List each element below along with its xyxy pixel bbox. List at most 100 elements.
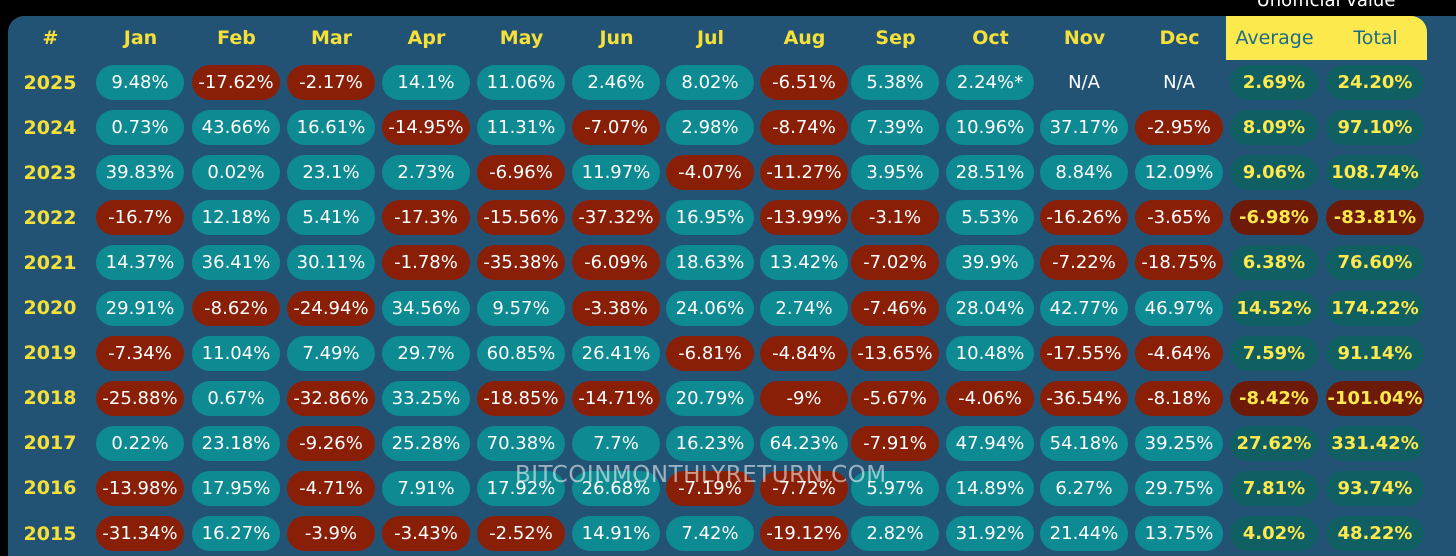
monthly-return-cell: -24.94% [287, 290, 375, 326]
monthly-return-cell: -2.95% [1135, 110, 1223, 146]
monthly-return-cell: 5.97% [851, 470, 939, 506]
average-cell: 7.81% [1230, 470, 1318, 506]
monthly-return-cell: 39.83% [96, 155, 184, 191]
column-header-feb: Feb [217, 27, 256, 49]
total-cell: 93.74% [1326, 470, 1424, 506]
monthly-return-cell: -13.65% [851, 335, 939, 371]
monthly-return-cell: -14.71% [572, 380, 660, 416]
monthly-return-cell: -8.74% [760, 110, 848, 146]
year-label: 2023 [23, 161, 77, 184]
monthly-return-cell: 46.97% [1135, 290, 1223, 326]
year-label: 2015 [23, 522, 77, 545]
monthly-return-cell: -7.46% [851, 290, 939, 326]
monthly-return-cell: -5.67% [851, 380, 939, 416]
monthly-return-cell: 2.46% [572, 65, 660, 100]
average-cell: 2.69% [1230, 65, 1318, 100]
total-cell: 48.22% [1326, 516, 1424, 551]
average-cell: 27.62% [1230, 425, 1318, 461]
year-label: 2025 [23, 71, 77, 94]
average-cell: 4.02% [1230, 516, 1318, 551]
column-header-dec: Dec [1159, 27, 1200, 49]
monthly-return-cell: 24.06% [666, 290, 754, 326]
monthly-return-cell: 2.74% [760, 290, 848, 326]
monthly-return-cell: 11.31% [477, 110, 565, 146]
monthly-return-cell: -13.99% [760, 200, 848, 236]
monthly-return-cell: 70.38% [477, 425, 565, 461]
monthly-return-cell: 8.84% [1040, 155, 1128, 191]
monthly-return-cell: 0.02% [192, 155, 280, 191]
column-header-average: Average [1235, 27, 1314, 49]
monthly-return-cell: -3.65% [1135, 200, 1223, 236]
column-header-apr: Apr [407, 27, 446, 49]
monthly-return-cell: -1.78% [382, 245, 470, 281]
monthly-return-cell: 17.92% [477, 470, 565, 506]
monthly-return-cell: 31.92% [946, 516, 1034, 551]
column-header-oct: Oct [972, 27, 1009, 49]
monthly-return-cell: 28.04% [946, 290, 1034, 326]
column-header-jan: Jan [123, 27, 158, 49]
year-label: 2024 [23, 116, 77, 139]
year-label: 2018 [23, 387, 77, 410]
monthly-return-cell: 42.77% [1040, 290, 1128, 326]
monthly-return-cell: 2.73% [382, 155, 470, 191]
monthly-return-cell: -17.62% [192, 65, 280, 100]
monthly-return-cell: -7.91% [851, 425, 939, 461]
monthly-return-cell: 28.51% [946, 155, 1034, 191]
average-cell: -8.42% [1230, 380, 1318, 416]
monthly-return-cell: 16.23% [666, 425, 754, 461]
total-cell: -83.81% [1326, 200, 1424, 236]
total-cell: 331.42% [1326, 425, 1424, 461]
year-label: 2019 [23, 342, 77, 365]
monthly-return-cell: 34.56% [382, 290, 470, 326]
monthly-return-cell: 29.7% [382, 335, 470, 371]
monthly-return-cell: -17.55% [1040, 335, 1128, 371]
monthly-return-cell: -17.3% [382, 200, 470, 236]
monthly-return-cell: 18.63% [666, 245, 754, 281]
total-cell: 174.22% [1326, 290, 1424, 326]
monthly-return-cell: 7.49% [287, 335, 375, 371]
average-cell: -6.98% [1230, 200, 1318, 236]
monthly-return-cell: 7.7% [572, 425, 660, 461]
monthly-return-cell: 2.82% [851, 516, 939, 551]
monthly-return-cell: -2.17% [287, 65, 375, 100]
monthly-return-cell: 9.57% [477, 290, 565, 326]
column-header-aug: Aug [783, 27, 826, 49]
monthly-return-cell: -13.98% [96, 470, 184, 506]
column-header-jul: Jul [696, 27, 725, 49]
monthly-return-cell: -3.43% [382, 516, 470, 551]
monthly-return-cell: 13.75% [1135, 516, 1223, 551]
monthly-return-cell: 39.9% [946, 245, 1034, 281]
column-header-nov: Nov [1063, 27, 1106, 49]
monthly-return-cell: -25.88% [96, 380, 184, 416]
monthly-return-cell: -6.51% [760, 65, 848, 100]
monthly-return-cell: -18.85% [477, 380, 565, 416]
monthly-return-cell: -4.06% [946, 380, 1034, 416]
monthly-return-cell: -35.38% [477, 245, 565, 281]
monthly-return-cell: 29.91% [96, 290, 184, 326]
monthly-return-cell: 12.09% [1135, 155, 1223, 191]
monthly-return-cell: -19.12% [760, 516, 848, 551]
monthly-return-cell: 11.97% [572, 155, 660, 191]
monthly-return-cell: -8.62% [192, 290, 280, 326]
monthly-return-cell: -37.32% [572, 200, 660, 236]
monthly-return-cell: 11.04% [192, 335, 280, 371]
not-available-cell: N/A [1163, 72, 1195, 93]
monthly-return-cell: -31.34% [96, 516, 184, 551]
monthly-return-cell: 7.42% [666, 516, 754, 551]
monthly-return-cell: 11.06% [477, 65, 565, 100]
monthly-return-cell: -6.09% [572, 245, 660, 281]
monthly-return-cell: 47.94% [946, 425, 1034, 461]
monthly-return-cell: -16.7% [96, 200, 184, 236]
monthly-return-cell: -11.27% [760, 155, 848, 191]
average-cell: 6.38% [1230, 245, 1318, 281]
monthly-return-cell: -6.81% [666, 335, 754, 371]
monthly-return-cell: -6.96% [477, 155, 565, 191]
monthly-return-cell: 26.68% [572, 470, 660, 506]
monthly-return-cell: -2.52% [477, 516, 565, 551]
year-label: 2020 [23, 297, 77, 319]
monthly-return-cell: 9.48% [96, 65, 184, 100]
monthly-return-cell: -32.86% [287, 380, 375, 416]
monthly-return-cell: 16.61% [287, 110, 375, 146]
monthly-return-cell: 0.73% [96, 110, 184, 146]
monthly-return-cell: 33.25% [382, 380, 470, 416]
